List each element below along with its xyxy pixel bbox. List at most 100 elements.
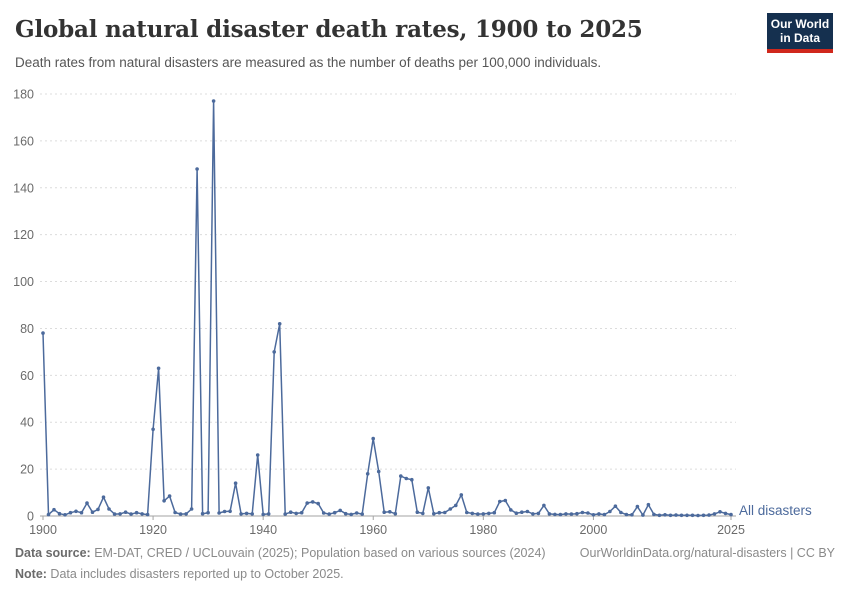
data-point[interactable] [421, 511, 425, 516]
owid-url-link[interactable]: OurWorldinData.org/natural-disasters | C… [579, 546, 835, 560]
data-point[interactable] [63, 513, 67, 517]
data-point[interactable] [140, 512, 144, 516]
data-point[interactable] [690, 513, 695, 518]
data-point[interactable] [206, 510, 210, 515]
data-point[interactable] [134, 510, 139, 515]
data-point[interactable] [167, 494, 172, 498]
owid-logo[interactable]: Our World in Data [767, 13, 833, 53]
data-point[interactable] [602, 512, 607, 517]
data-point[interactable] [310, 500, 315, 504]
data-point[interactable] [217, 511, 221, 515]
data-point[interactable] [283, 512, 288, 516]
data-point[interactable] [624, 512, 629, 517]
data-point[interactable] [360, 512, 365, 516]
data-point[interactable] [729, 512, 733, 517]
data-point[interactable] [239, 512, 243, 516]
data-point[interactable] [437, 510, 442, 515]
data-point[interactable] [586, 511, 590, 515]
data-point[interactable] [162, 499, 166, 503]
data-point[interactable] [613, 504, 618, 509]
data-point[interactable] [112, 512, 117, 516]
data-point[interactable] [371, 436, 376, 441]
data-point[interactable] [272, 350, 277, 354]
data-point[interactable] [52, 507, 56, 512]
data-point[interactable] [299, 510, 304, 515]
data-point[interactable] [79, 510, 84, 515]
data-point[interactable] [211, 99, 216, 103]
data-point[interactable] [426, 486, 431, 490]
data-point[interactable] [465, 510, 469, 515]
data-point[interactable] [619, 510, 623, 515]
data-point[interactable] [151, 427, 155, 432]
data-point[interactable] [503, 498, 508, 503]
data-point[interactable] [46, 512, 51, 517]
data-point[interactable] [707, 513, 711, 517]
data-point[interactable] [288, 510, 293, 514]
data-point[interactable] [261, 512, 266, 517]
data-point[interactable] [520, 510, 524, 514]
data-point[interactable] [580, 510, 585, 515]
data-point[interactable] [294, 511, 299, 516]
data-point[interactable] [382, 510, 387, 514]
data-point[interactable] [145, 512, 150, 517]
data-point[interactable] [492, 510, 497, 515]
data-point[interactable] [712, 512, 717, 516]
data-point[interactable] [189, 507, 194, 511]
data-point[interactable] [321, 511, 326, 515]
data-point[interactable] [123, 510, 128, 514]
data-point[interactable] [701, 513, 706, 518]
data-point[interactable] [536, 511, 541, 516]
data-point[interactable] [327, 512, 332, 516]
data-point[interactable] [184, 512, 188, 516]
data-point[interactable] [228, 509, 232, 514]
data-point[interactable] [476, 512, 480, 516]
data-point[interactable] [641, 513, 645, 517]
data-point[interactable] [487, 511, 491, 516]
data-point[interactable] [393, 511, 398, 516]
data-point[interactable] [343, 511, 348, 516]
data-point[interactable] [668, 513, 673, 518]
data-point[interactable] [443, 510, 447, 515]
data-point[interactable] [531, 512, 535, 516]
data-point[interactable] [85, 501, 89, 505]
data-point[interactable] [222, 509, 227, 514]
data-point[interactable] [90, 510, 95, 514]
data-point[interactable] [129, 512, 133, 516]
data-point[interactable] [509, 508, 513, 512]
data-point[interactable] [679, 513, 684, 518]
data-point[interactable] [156, 366, 161, 371]
data-point[interactable] [470, 511, 475, 516]
data-point[interactable] [200, 511, 205, 516]
data-point[interactable] [635, 504, 640, 509]
data-point[interactable] [178, 512, 183, 516]
data-point[interactable] [514, 511, 519, 515]
data-point[interactable] [415, 510, 420, 514]
data-point[interactable] [481, 512, 486, 516]
data-point[interactable] [376, 469, 381, 474]
data-point[interactable] [250, 512, 254, 516]
data-point[interactable] [525, 509, 530, 514]
data-point[interactable] [101, 495, 106, 500]
data-point[interactable] [399, 474, 403, 478]
data-line-all-disasters[interactable] [42, 100, 732, 517]
data-point[interactable] [696, 513, 700, 518]
data-point[interactable] [255, 453, 260, 457]
data-point[interactable] [410, 477, 414, 482]
data-point[interactable] [498, 499, 502, 504]
data-point[interactable] [68, 510, 73, 515]
data-point[interactable] [575, 511, 579, 516]
data-point[interactable] [107, 507, 111, 511]
data-point[interactable] [547, 512, 552, 516]
data-point[interactable] [674, 513, 678, 517]
data-point[interactable] [195, 167, 199, 171]
data-point[interactable] [305, 501, 310, 505]
data-point[interactable] [316, 501, 321, 506]
data-point[interactable] [233, 481, 238, 486]
series-label-all-disasters[interactable]: All disasters [739, 503, 812, 518]
data-point[interactable] [608, 509, 612, 514]
data-point[interactable] [354, 511, 359, 515]
data-point[interactable] [657, 513, 662, 518]
data-point[interactable] [404, 476, 409, 481]
data-point[interactable] [723, 511, 728, 516]
